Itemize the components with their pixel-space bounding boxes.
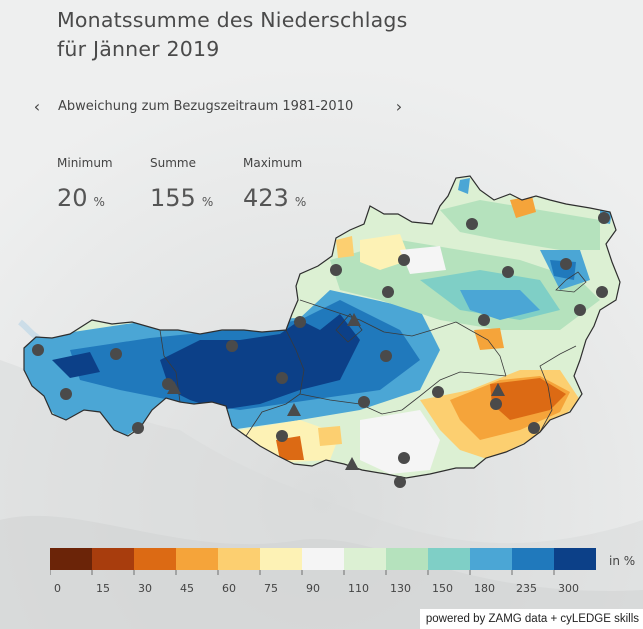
station-circle-icon[interactable] — [394, 476, 406, 488]
state-borders — [159, 271, 587, 437]
station-circle-icon[interactable] — [330, 264, 342, 276]
border-vorarlberg-tyrol — [159, 329, 181, 403]
title-line-1: Monatssumme des Niederschlags — [57, 8, 408, 32]
station-circle-icon[interactable] — [132, 422, 144, 434]
station-circle-icon[interactable] — [276, 372, 288, 384]
stat-value: 155 — [150, 184, 196, 212]
legend-bin — [134, 548, 176, 570]
legend-tick-label: 130 — [390, 582, 411, 595]
credit-text[interactable]: powered by ZAMG data + cyLEDGE skills — [419, 609, 643, 629]
border-salzburg-city — [335, 313, 363, 343]
legend-tick-label: 180 — [474, 582, 495, 595]
station-circle-icon[interactable] — [560, 258, 572, 270]
legend-bin — [302, 548, 344, 570]
page-title: Monatssumme des Niederschlags für Jänner… — [57, 6, 407, 64]
border-vienna — [555, 271, 587, 293]
legend-bin — [92, 548, 134, 570]
station-circle-icon[interactable] — [226, 340, 238, 352]
legend-tick-label: 150 — [432, 582, 453, 595]
legend-bin — [512, 548, 554, 570]
chevron-left-icon[interactable]: ‹ — [33, 97, 41, 116]
stat-maximum: Maximum 423% — [243, 156, 306, 212]
legend-bin — [554, 548, 596, 570]
station-circle-icon[interactable] — [598, 212, 610, 224]
station-circle-icon[interactable] — [358, 396, 370, 408]
legend-tick-label: 15 — [96, 582, 110, 595]
legend-unit-label: in % — [609, 554, 636, 568]
stat-label: Minimum — [57, 156, 113, 170]
mountain-triangle-icon[interactable] — [491, 383, 505, 396]
mountain-triangle-icon[interactable] — [287, 403, 301, 416]
station-circle-icon[interactable] — [294, 316, 306, 328]
weather-stations — [32, 212, 610, 488]
stat-unit: % — [93, 195, 105, 209]
legend-tick-label: 300 — [558, 582, 579, 595]
precipitation-field — [24, 176, 620, 478]
austria-precipitation-map[interactable] — [0, 160, 643, 500]
stat-unit: % — [201, 195, 214, 209]
variable-label: Abweichung zum Bezugszeitraum 1981-2010 — [58, 99, 354, 114]
mountain-triangle-icon[interactable] — [347, 313, 361, 326]
legend-bin — [176, 548, 218, 570]
station-circle-icon[interactable] — [398, 452, 410, 464]
title-line-2: für Jänner 2019 — [57, 37, 220, 61]
legend-tick-label: 0 — [54, 582, 61, 595]
legend-tick-label: 30 — [138, 582, 152, 595]
legend-bin — [470, 548, 512, 570]
legend-tick-label: 60 — [222, 582, 236, 595]
legend-tick-label: 90 — [306, 582, 320, 595]
station-circle-icon[interactable] — [466, 218, 478, 230]
station-circle-icon[interactable] — [490, 398, 502, 410]
mountain-triangle-icon[interactable] — [167, 381, 181, 394]
variable-navigator: ‹ Abweichung zum Bezugszeitraum 1981-201… — [30, 96, 410, 120]
station-circle-icon[interactable] — [60, 388, 72, 400]
station-circle-icon[interactable] — [574, 304, 586, 316]
legend-bin — [260, 548, 302, 570]
legend-tick-label: 235 — [516, 582, 537, 595]
legend-bin — [428, 548, 470, 570]
legend-bin — [344, 548, 386, 570]
border-upper-austria — [299, 299, 457, 337]
station-circle-icon[interactable] — [432, 386, 444, 398]
stat-value: 423 — [243, 184, 289, 212]
legend-bins — [50, 548, 596, 570]
station-circle-icon[interactable] — [276, 430, 288, 442]
stat-unit: % — [294, 195, 307, 209]
border-styria-north — [401, 371, 507, 411]
legend-tick-label: 75 — [264, 582, 278, 595]
station-circle-icon[interactable] — [32, 344, 44, 356]
border-lower-austria-styria — [455, 321, 507, 377]
stat-summe: Summe 155% — [150, 156, 213, 212]
station-circle-icon[interactable] — [502, 266, 514, 278]
mountain-triangle-icon[interactable] — [345, 457, 359, 470]
stat-label: Maximum — [243, 156, 303, 170]
stat-minimum: Minimum 20% — [57, 156, 113, 212]
legend-bin — [50, 548, 92, 570]
stat-value: 20 — [57, 184, 88, 212]
chevron-right-icon[interactable]: › — [395, 97, 403, 116]
legend-bin — [386, 548, 428, 570]
station-circle-icon[interactable] — [380, 350, 392, 362]
station-circle-icon[interactable] — [478, 314, 490, 326]
station-circle-icon[interactable] — [110, 348, 122, 360]
legend-tick-label: 45 — [180, 582, 194, 595]
border-burgenland — [539, 345, 577, 433]
legend-tick-label: 110 — [348, 582, 369, 595]
station-circle-icon[interactable] — [528, 422, 540, 434]
station-circle-icon[interactable] — [382, 286, 394, 298]
color-legend: 0 15 30 45 60 75 90 110 130 150 180 235 300 — [50, 548, 596, 595]
legend-bin — [218, 548, 260, 570]
legend-ticks: 0 15 30 45 60 75 90 110 130 150 180 235 300 — [50, 570, 579, 595]
station-circle-icon[interactable] — [398, 254, 410, 266]
station-circle-icon[interactable] — [596, 286, 608, 298]
stat-label: Summe — [150, 156, 196, 170]
